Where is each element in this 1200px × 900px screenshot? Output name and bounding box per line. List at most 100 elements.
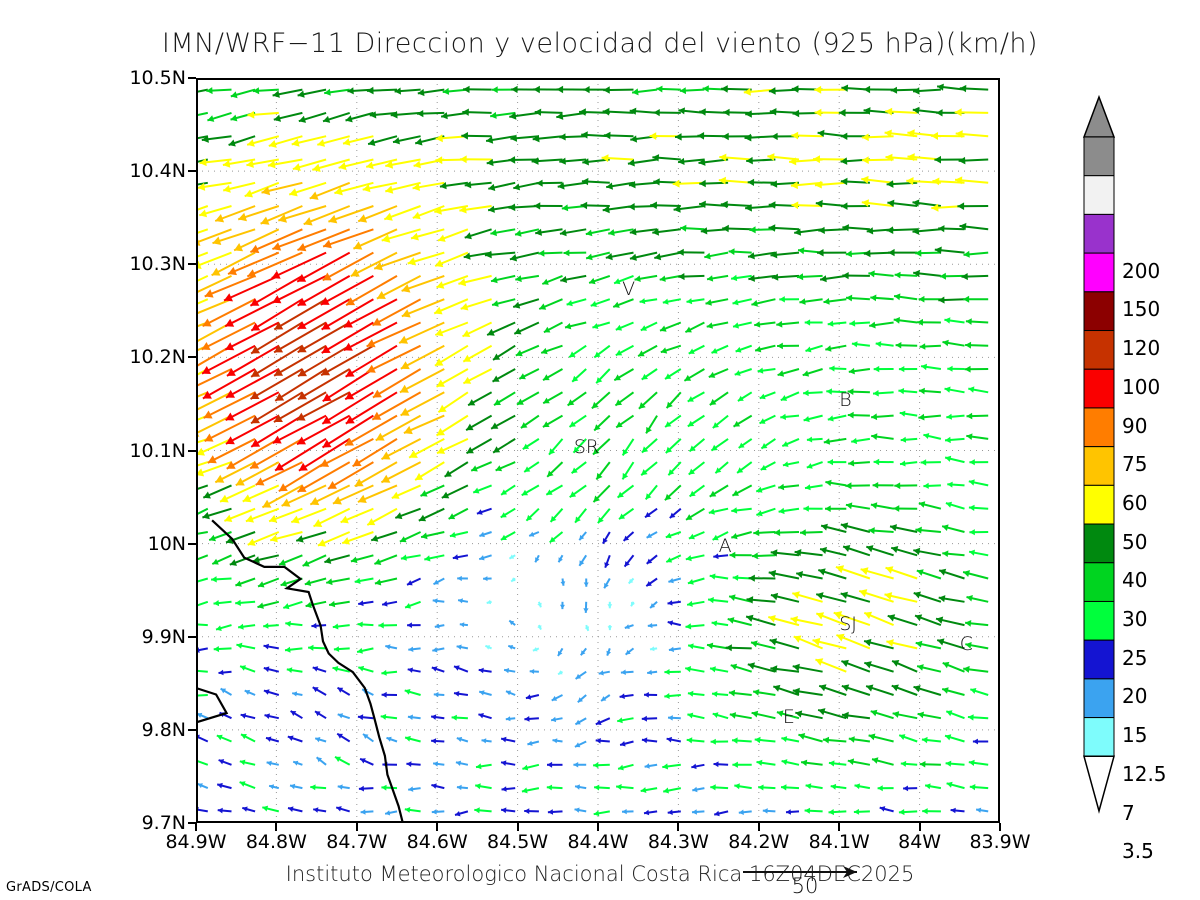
- city-label-sr: SR: [573, 435, 600, 458]
- colorbar-tick-label: 90: [1122, 413, 1148, 438]
- wind-vector: [407, 251, 445, 266]
- wind-vector: [420, 484, 445, 497]
- wind-vector: [768, 570, 800, 580]
- wind-vector: [257, 600, 280, 609]
- wind-vector: [217, 807, 232, 814]
- wind-vector: [898, 809, 918, 816]
- wind-vector: [835, 565, 871, 580]
- wind-vector: [263, 689, 280, 696]
- wind-vector: [965, 620, 989, 627]
- wind-vector: [847, 388, 870, 395]
- wind-vector: [751, 552, 776, 560]
- x-tick-mark: [918, 823, 921, 831]
- wind-vector: [685, 507, 705, 521]
- wind-vector: [573, 762, 587, 768]
- wind-vector: [618, 507, 635, 520]
- wind-vector: [747, 251, 776, 260]
- wind-vector: [728, 594, 752, 603]
- wind-vector: [803, 389, 823, 397]
- wind-vector: [312, 666, 327, 673]
- wind-vector: [868, 733, 894, 743]
- wind-vector: [216, 782, 232, 790]
- wind-vector: [408, 646, 421, 652]
- wind-vector: [358, 785, 374, 792]
- wind-vector: [603, 131, 634, 140]
- wind-vector: [202, 368, 256, 400]
- wind-vector: [391, 484, 422, 500]
- wind-vector: [321, 414, 374, 449]
- wind-vector: [464, 228, 492, 240]
- wind-vector: [762, 808, 776, 814]
- wind-vector: [723, 108, 752, 117]
- wind-vector: [754, 736, 776, 744]
- wind-vector: [475, 783, 492, 790]
- wind-vector: [249, 438, 303, 470]
- wind-vector: [818, 568, 847, 580]
- y-tick-mark: [188, 170, 196, 173]
- wind-vector: [460, 298, 492, 311]
- wind-vector: [641, 438, 658, 454]
- wind-vector: [366, 321, 422, 348]
- x-tick-mark: [516, 823, 519, 831]
- wind-vector: [431, 809, 445, 815]
- wind-vector: [967, 714, 989, 721]
- wind-vector: [687, 643, 705, 650]
- wind-vector: [196, 577, 209, 584]
- wind-vector: [619, 740, 634, 747]
- wind-vector: [467, 391, 493, 407]
- wind-vector: [485, 135, 516, 144]
- wind-vector: [709, 573, 729, 580]
- wind-vector: [312, 158, 350, 172]
- wind-vector: [720, 200, 752, 209]
- wind-vector: [320, 275, 374, 306]
- wind-vector: [537, 601, 542, 608]
- wind-vector: [891, 684, 918, 696]
- wind-vector: [223, 274, 280, 302]
- wind-vector: [959, 222, 989, 231]
- wind-vector: [941, 687, 965, 696]
- wind-vector: [271, 251, 327, 279]
- wind-vector: [484, 250, 516, 259]
- wind-vector: [622, 531, 635, 542]
- wind-vector: [860, 567, 894, 580]
- wind-vector: [263, 643, 279, 650]
- wind-vector: [585, 251, 611, 261]
- y-tick-label: 10.2N: [129, 346, 186, 369]
- wind-vector: [735, 344, 753, 353]
- wind-vector: [328, 600, 350, 608]
- wind-vector: [208, 531, 232, 542]
- wind-vector: [237, 205, 280, 222]
- wind-vector: [885, 566, 918, 580]
- y-tick-label: 9.9N: [141, 625, 186, 648]
- wind-vector: [250, 321, 303, 355]
- wind-vector: [659, 274, 681, 282]
- wind-vector: [934, 246, 965, 254]
- wind-vector: [751, 710, 776, 720]
- wind-vector: [513, 321, 540, 335]
- wind-vector: [934, 155, 965, 164]
- wind-vector: [524, 808, 539, 814]
- wind-vector: [890, 546, 918, 557]
- wind-vector: [507, 644, 516, 650]
- wind-vector: [945, 760, 965, 767]
- wind-vector: [745, 110, 776, 118]
- wind-vector-field: [196, 83, 989, 817]
- wind-vector: [851, 341, 871, 348]
- wind-vector: [644, 507, 658, 519]
- x-tick-label: 84.7W: [326, 831, 388, 853]
- wind-vector: [207, 438, 256, 464]
- wind-vector: [941, 524, 965, 533]
- wind-vector: [478, 554, 492, 561]
- wind-vector: [505, 716, 516, 722]
- wind-vector: [264, 713, 280, 720]
- wind-vector: [336, 686, 351, 696]
- wind-vector: [924, 783, 942, 790]
- wind-vector: [641, 368, 658, 381]
- wind-vector: [196, 414, 209, 422]
- wind-vector: [273, 111, 303, 122]
- wind-vector: [620, 669, 634, 675]
- wind-vector: [516, 391, 540, 406]
- wind-vector: [918, 295, 941, 303]
- wind-vector: [250, 298, 303, 332]
- wind-vector: [769, 638, 800, 650]
